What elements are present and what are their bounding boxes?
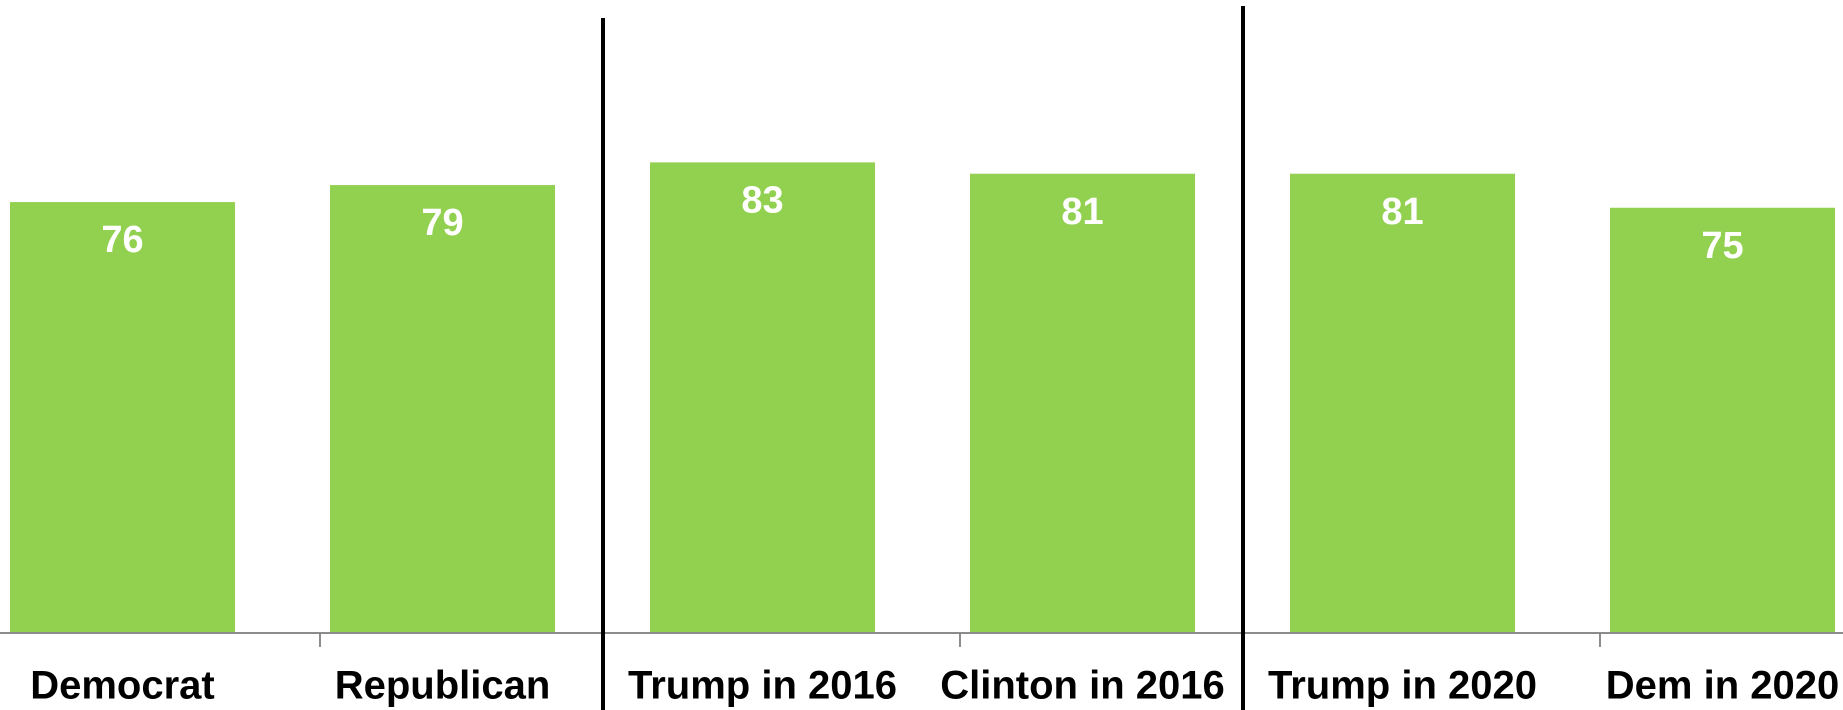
group-dividers-layer — [601, 6, 1245, 710]
bar-value-label: 79 — [421, 202, 463, 244]
bar — [1290, 173, 1515, 634]
category-label: Trump in 2016 — [628, 664, 897, 708]
bars-layer — [10, 162, 1835, 634]
bar-value-label: 76 — [101, 219, 143, 261]
bar-value-label: 81 — [1381, 191, 1423, 233]
category-label: Republican — [335, 664, 551, 708]
value-labels-layer: 76 79 83 81 81 75 — [101, 179, 1743, 266]
category-label: Clinton in 2016 — [940, 664, 1225, 708]
bar — [650, 162, 875, 633]
bar — [1610, 207, 1835, 633]
bar — [10, 202, 235, 633]
bar — [330, 185, 555, 633]
category-label: Trump in 2020 — [1268, 664, 1537, 708]
bar-value-label: 81 — [1061, 191, 1103, 233]
axis-layer — [0, 632, 1843, 647]
category-label: Democrat — [30, 664, 215, 708]
category-labels-layer: Democrat Republican Trump in 2016 Clinton i… — [30, 664, 1839, 708]
bar-value-label: 83 — [741, 179, 783, 221]
bar — [970, 173, 1195, 634]
bar-value-label: 75 — [1701, 225, 1743, 267]
category-label: Dem in 2020 — [1606, 664, 1839, 708]
